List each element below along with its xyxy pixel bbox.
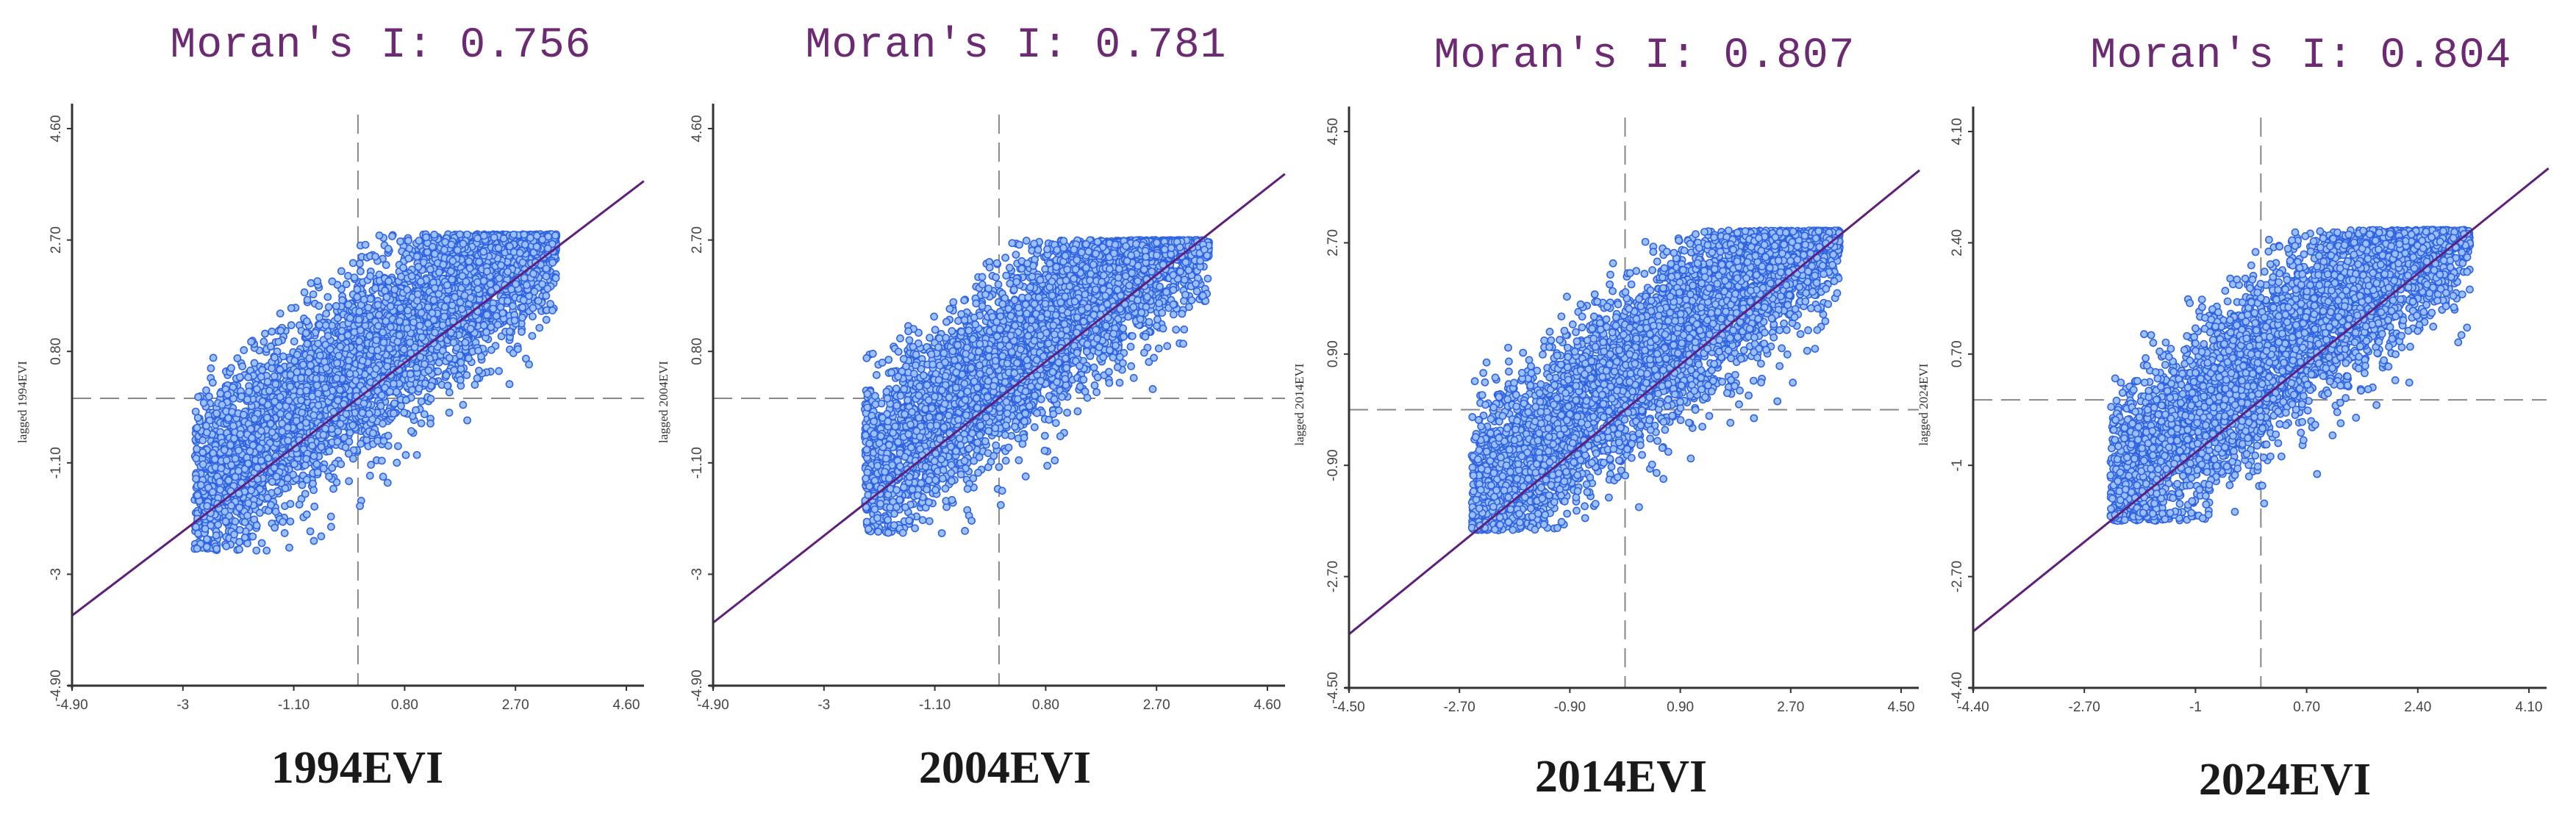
y-axis-title: lagged 2024EVI [1917,363,1931,445]
panel-title: Moran's I: 0.804 [2091,32,2512,80]
panel-x-label: 2014EVI [1535,751,1707,803]
x-tick-label: 0.90 [1667,700,1694,715]
panel-x-label: 1994EVI [271,742,443,794]
x-tick-label: -4.50 [1333,700,1364,715]
y-tick-label: -2.70 [1950,561,1965,592]
x-tick-label: -2.70 [2069,700,2100,715]
x-tick-label: -0.90 [1554,700,1586,715]
y-tick-label: 4.60 [690,115,705,143]
x-tick-label: -1.10 [278,697,310,713]
y-tick-label: -4.90 [49,669,64,701]
x-tick-label: 0.80 [391,697,418,713]
y-tick-label: 2.70 [49,226,64,254]
scatter-points [190,230,561,555]
x-tick-label: -4.90 [56,697,87,713]
regression-line [71,180,645,617]
x-tick-label: 2.70 [1777,700,1804,715]
x-tick-label: 2.70 [1143,697,1170,713]
y-tick-label: -3 [49,568,64,581]
x-tick-label: -3 [176,697,189,713]
y-tick-label: -3 [690,568,705,581]
x-tick-label: 4.10 [2516,700,2543,715]
y-tick-label: -2.70 [1325,561,1341,592]
panel-x-label: 2024EVI [2199,754,2371,806]
y-tick-label: 2.40 [1950,229,1965,256]
x-tick-label: 4.60 [613,697,640,713]
x-tick-label: -4.40 [1957,700,1989,715]
x-tick-label: 0.70 [2293,700,2320,715]
y-axis-title: lagged 2004EVI [656,361,670,443]
regression-line [1348,169,1920,636]
x-tick-label: -2.70 [1444,700,1475,715]
y-tick-label: -1 [1950,459,1965,472]
y-tick-label: 2.70 [1325,229,1341,256]
x-tick-label: 0.80 [1032,697,1059,713]
y-tick-label: 0.70 [1950,340,1965,367]
x-tick-label: -4.90 [697,697,729,713]
y-tick-label: -0.90 [1325,450,1341,481]
y-tick-label: 0.80 [690,338,705,365]
x-tick-label: -3 [817,697,830,713]
x-tick-label: -1 [2189,700,2202,715]
y-tick-label: -4.50 [1325,672,1341,703]
x-tick-label: 4.60 [1254,697,1281,713]
y-tick-label: -1.10 [690,447,705,478]
x-tick-label: -1.10 [919,697,951,713]
x-tick-label: 2.70 [502,697,529,713]
y-axis-title: lagged 2014EVI [1292,363,1306,445]
y-tick-label: 4.60 [49,115,64,143]
panel-title: Moran's I: 0.756 [171,22,592,70]
y-axis-title: lagged 1994EVI [15,361,29,443]
y-tick-label: -4.90 [690,669,705,701]
y-tick-label: 0.80 [49,338,64,365]
y-tick-label: 0.90 [1325,340,1341,367]
regression-line [1972,167,2550,633]
y-tick-label: 4.50 [1325,118,1341,146]
y-tick-label: -1.10 [49,447,64,478]
panel-title: Moran's I: 0.781 [806,22,1227,70]
y-tick-label: -4.40 [1950,672,1965,703]
scatter-points [1467,226,1844,534]
panel-title: Moran's I: 0.807 [1434,32,1856,80]
x-tick-label: 2.40 [2404,700,2431,715]
x-tick-label: 4.50 [1888,700,1915,715]
regression-line [712,173,1286,624]
y-tick-label: 2.70 [690,226,705,254]
y-tick-label: 4.10 [1950,118,1965,146]
panel-x-label: 2004EVI [919,742,1091,794]
